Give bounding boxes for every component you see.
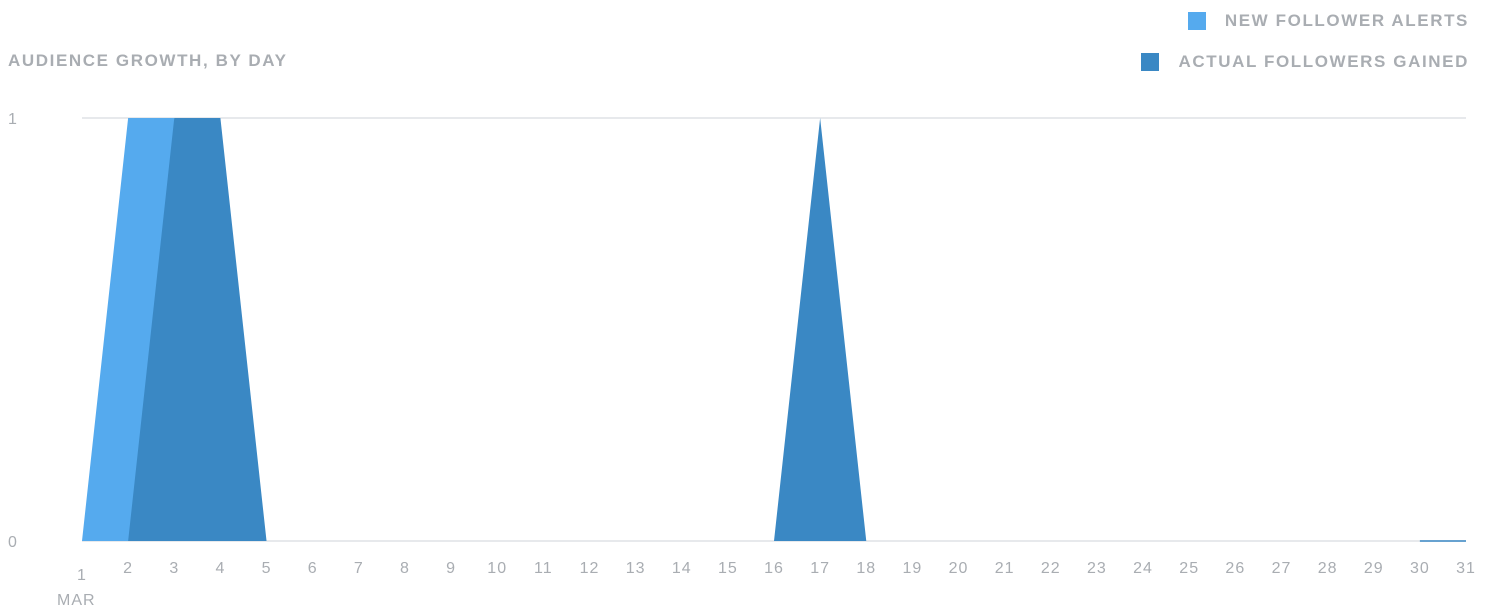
x-tick-label-11: 11 — [534, 560, 553, 577]
x-tick-label-10: 10 — [487, 560, 507, 577]
legend-item-actual-followers-gained: ACTUAL FOLLOWERS GAINED — [1141, 51, 1469, 73]
x-tick-label-20: 20 — [949, 560, 969, 577]
x-tick-label-26: 26 — [1225, 560, 1245, 577]
legend-label-actual-followers-gained: ACTUAL FOLLOWERS GAINED — [1178, 52, 1469, 71]
y-tick-label-0: 0 — [8, 534, 18, 551]
x-tick-label-21: 21 — [995, 560, 1015, 577]
x-tick-label-5: 5 — [262, 560, 272, 577]
x-tick-label-7: 7 — [354, 560, 364, 577]
x-tick-label-13: 13 — [626, 560, 646, 577]
x-tick-label-23: 23 — [1087, 560, 1107, 577]
y-tick-label-1: 1 — [8, 111, 18, 128]
chart-title: AUDIENCE GROWTH, BY DAY — [8, 51, 288, 70]
x-tick-label-24: 24 — [1133, 560, 1153, 577]
series-area-new-follower-alerts — [82, 118, 1466, 541]
legend-swatch-new-follower-alerts — [1187, 12, 1206, 30]
x-tick-label-15: 15 — [718, 560, 738, 577]
x-tick-label-17: 17 — [810, 560, 830, 577]
x-tick-label-25: 25 — [1179, 560, 1199, 577]
x-tick-label-30: 30 — [1410, 560, 1430, 577]
x-tick-label-16: 16 — [764, 560, 784, 577]
x-tick-label-8: 8 — [400, 560, 410, 577]
x-tick-label-31: 31 — [1456, 560, 1476, 577]
legend-label-new-follower-alerts: NEW FOLLOWER ALERTS — [1224, 11, 1469, 30]
x-tick-label-28: 28 — [1318, 560, 1338, 577]
x-tick-label-4: 4 — [215, 560, 225, 577]
legend-item-new-follower-alerts: NEW FOLLOWER ALERTS — [1141, 10, 1469, 32]
x-sublabel-month: MAR — [57, 592, 96, 609]
chart-legend: NEW FOLLOWER ALERTS ACTUAL FOLLOWERS GAI… — [1141, 10, 1469, 92]
series-area-actual-followers-gained — [82, 118, 1466, 541]
x-tick-label-6: 6 — [308, 560, 318, 577]
x-tick-label-14: 14 — [672, 560, 692, 577]
x-tick-label-19: 19 — [903, 560, 923, 577]
legend-swatch-actual-followers-gained — [1141, 53, 1160, 71]
x-tick-label-12: 12 — [580, 560, 600, 577]
x-tick-label-2: 2 — [123, 560, 133, 577]
x-tick-label-18: 18 — [856, 560, 876, 577]
x-tick-label-3: 3 — [169, 560, 179, 577]
x-tick-label-9: 9 — [446, 560, 456, 577]
x-tick-label-27: 27 — [1272, 560, 1292, 577]
x-tick-label-29: 29 — [1364, 560, 1384, 577]
x-tick-label-22: 22 — [1041, 560, 1061, 577]
x-tick-label-1: 1 — [77, 567, 87, 584]
